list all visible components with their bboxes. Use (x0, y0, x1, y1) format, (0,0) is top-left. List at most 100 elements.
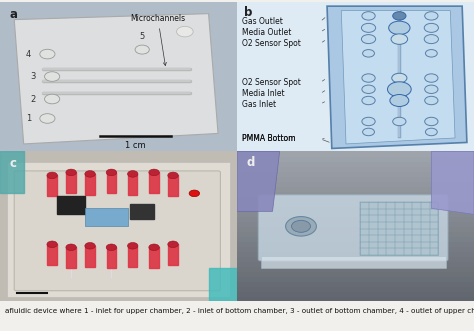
Bar (237, 296, 474, 301)
Circle shape (361, 35, 375, 44)
Circle shape (128, 170, 138, 177)
Bar (66, 172, 76, 193)
Circle shape (425, 96, 438, 105)
Bar (237, 221, 474, 226)
Text: 4: 4 (26, 50, 31, 59)
Text: afluidic device where 1 - inlet for upper chamber, 2 - inlet of bottom chamber, : afluidic device where 1 - inlet for uppe… (5, 308, 474, 314)
Bar (85, 246, 95, 267)
Text: b: b (244, 6, 253, 19)
FancyBboxPatch shape (14, 171, 220, 291)
Text: 1: 1 (26, 114, 31, 123)
Bar (237, 286, 474, 291)
Bar (237, 226, 474, 231)
Circle shape (189, 190, 200, 197)
Circle shape (40, 114, 55, 123)
Circle shape (47, 241, 57, 248)
Circle shape (363, 128, 374, 136)
Circle shape (392, 73, 407, 83)
Text: PMMA Bottom: PMMA Bottom (242, 134, 295, 143)
Bar (237, 201, 474, 206)
Bar (237, 157, 474, 162)
Bar (237, 281, 474, 286)
Polygon shape (327, 6, 467, 148)
Circle shape (45, 72, 60, 81)
Text: PMMA Bottom: PMMA Bottom (242, 134, 295, 143)
Text: 3: 3 (30, 72, 36, 81)
Circle shape (424, 24, 438, 32)
Text: 5: 5 (139, 31, 145, 41)
Bar (237, 276, 474, 281)
Circle shape (363, 50, 374, 57)
Circle shape (392, 117, 406, 126)
Circle shape (85, 243, 95, 249)
Bar (47, 244, 57, 265)
Bar (237, 166, 474, 171)
Bar (261, 256, 446, 268)
Bar (237, 251, 474, 256)
Polygon shape (341, 11, 455, 144)
Bar (237, 291, 474, 296)
Circle shape (425, 50, 437, 57)
Text: 2: 2 (30, 95, 36, 104)
Circle shape (361, 24, 375, 32)
Circle shape (149, 244, 159, 251)
Circle shape (66, 169, 76, 176)
Polygon shape (431, 152, 474, 214)
Bar (149, 172, 159, 193)
Circle shape (106, 244, 117, 251)
Bar (237, 261, 474, 266)
Bar (107, 247, 116, 268)
Text: Gas Inlet: Gas Inlet (242, 100, 276, 109)
Bar (149, 247, 159, 268)
FancyBboxPatch shape (258, 195, 448, 261)
Circle shape (425, 117, 438, 126)
Bar (237, 152, 474, 157)
Circle shape (362, 117, 375, 126)
Text: O2 Sensor Spot: O2 Sensor Spot (242, 78, 301, 87)
Circle shape (391, 34, 408, 44)
Bar (0, 152, 24, 193)
Bar (237, 171, 474, 176)
Circle shape (285, 216, 316, 236)
Bar (237, 266, 474, 271)
Bar (237, 231, 474, 236)
Bar (237, 191, 474, 196)
Circle shape (425, 74, 438, 82)
Circle shape (425, 12, 438, 20)
Bar (237, 186, 474, 191)
Bar (237, 206, 474, 211)
Bar (237, 246, 474, 251)
Circle shape (149, 169, 159, 176)
Circle shape (292, 220, 310, 232)
Bar (168, 175, 178, 196)
Bar (360, 202, 438, 255)
Text: Media Inlet: Media Inlet (242, 89, 284, 98)
Circle shape (362, 85, 375, 93)
Circle shape (168, 241, 178, 248)
Bar (85, 208, 128, 226)
Circle shape (389, 21, 410, 35)
Circle shape (85, 170, 95, 177)
Bar (107, 172, 116, 193)
Circle shape (66, 244, 76, 251)
Bar (130, 204, 154, 219)
Circle shape (106, 169, 117, 176)
Bar (85, 174, 95, 195)
Bar (237, 211, 474, 216)
Text: 1 cm: 1 cm (125, 141, 146, 150)
Bar (237, 236, 474, 241)
Circle shape (362, 96, 375, 105)
Circle shape (176, 26, 193, 37)
Circle shape (135, 45, 149, 54)
Bar (237, 181, 474, 186)
Bar (128, 246, 137, 267)
Circle shape (387, 82, 411, 97)
Polygon shape (14, 14, 218, 144)
Polygon shape (237, 152, 280, 211)
Text: Microchannels: Microchannels (130, 14, 185, 66)
Bar (237, 176, 474, 181)
Bar (237, 241, 474, 246)
Bar (47, 175, 57, 196)
Bar (237, 196, 474, 201)
Circle shape (168, 172, 178, 179)
